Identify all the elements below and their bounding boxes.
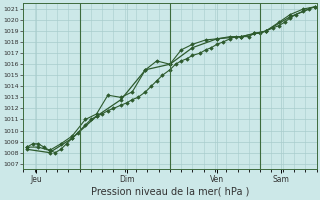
X-axis label: Pression niveau de la mer( hPa ): Pression niveau de la mer( hPa ) [91,187,249,197]
